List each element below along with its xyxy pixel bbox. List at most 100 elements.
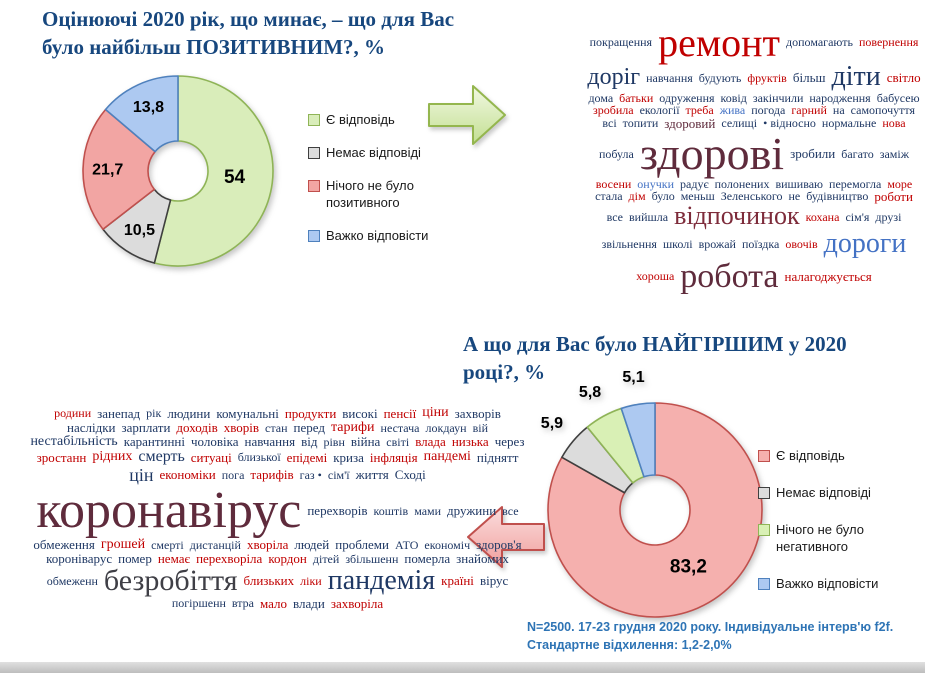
cloud-word: тарифів	[250, 467, 294, 483]
cloud-word: хворів	[223, 420, 260, 436]
cloud-word: життя	[355, 467, 389, 483]
cloud-word: меньш	[680, 189, 715, 204]
pie-value-label: 5,8	[579, 384, 601, 401]
cloud-word: пандемі	[423, 449, 471, 465]
cloud-word: овочів	[785, 237, 818, 252]
pie-slice	[153, 75, 274, 267]
cloud-word: мало	[260, 595, 288, 611]
legend-swatch-red	[308, 179, 320, 192]
negative-pie-chart: 83,2 5,9 5,8 5,1	[541, 369, 763, 618]
methodology-footnote: N=2500. 17-23 грудня 2020 року. Індивіду…	[527, 618, 925, 654]
pie-slice	[82, 108, 156, 231]
cloud-word: захворів	[454, 405, 501, 421]
legend-label: Нічого не було позитивного	[326, 177, 414, 210]
cloud-word: відпочинок	[674, 201, 800, 231]
legend-item: Є відповідь	[758, 448, 896, 465]
cloud-word: бабусею	[876, 91, 920, 106]
cloud-word: народження	[809, 91, 871, 106]
bottom-bar	[0, 662, 925, 673]
cloud-word: вийшла	[629, 209, 669, 224]
cloud-word: погода	[751, 103, 786, 118]
cloud-word: наслідки	[67, 420, 116, 436]
cloud-word: пандемія	[327, 564, 436, 596]
question-title-positive: Оцінюючі 2020 рік, що минає, – що для Ва…	[42, 7, 455, 59]
cloud-word: інфляція	[369, 449, 418, 465]
legend-label: Важко відповісти	[776, 575, 879, 591]
cloud-word: газ •	[299, 467, 322, 482]
cloud-word: смерті	[151, 537, 184, 552]
cloud-word: ліки	[300, 573, 322, 588]
cloud-word: Зеленського	[720, 189, 783, 204]
cloud-word: ремонт	[658, 20, 781, 66]
legend-label: Немає відповіді	[776, 484, 871, 500]
cloud-word: навчання	[244, 434, 296, 450]
cloud-word: самопочуття	[850, 103, 916, 118]
cloud-word: хороша	[636, 269, 675, 284]
cloud-word: допомагають	[786, 35, 853, 50]
cloud-word: вишиваю	[775, 176, 824, 191]
legend-item: Нічого не було позитивного	[308, 178, 446, 212]
pie-value-label: 83,2	[670, 556, 707, 577]
cloud-word: перемогла	[829, 176, 882, 191]
cloud-word: фруктів	[747, 70, 787, 85]
arrow-right-icon	[428, 85, 506, 145]
cloud-word: збільшенн	[345, 551, 399, 566]
cloud-word: Сході	[394, 467, 426, 483]
cloud-word: покращення	[589, 35, 653, 50]
cloud-word: економіч	[424, 537, 471, 552]
cloud-word: близьких	[243, 573, 295, 589]
cloud-word: повернення	[858, 35, 919, 50]
cloud-word: рівн	[323, 434, 345, 449]
cloud-word: АТО	[394, 537, 419, 552]
cloud-word: низька	[451, 434, 489, 450]
cloud-word: нормальне	[821, 116, 877, 131]
cloud-word: роботи	[874, 188, 913, 204]
cloud-word: екології	[639, 103, 680, 118]
legend-label: Є відповідь	[326, 112, 395, 127]
cloud-word: полонених	[714, 176, 770, 191]
cloud-word: коштів	[373, 503, 409, 518]
cloud-word: пога	[221, 467, 245, 482]
cloud-word: нестача	[380, 420, 420, 435]
cloud-word: помер	[118, 551, 152, 567]
cloud-word: обмеження	[33, 537, 95, 553]
legend-swatch-grey	[758, 486, 770, 499]
cloud-word: зарплати	[121, 420, 171, 436]
cloud-word: море	[887, 176, 913, 191]
cloud-word: карантинні	[123, 434, 185, 450]
legend-label: Нічого не було негативного	[776, 521, 864, 554]
legend-label: Немає відповіді	[326, 144, 421, 160]
cloud-word: дистанцій	[189, 537, 241, 552]
cloud-word: доходів	[176, 420, 218, 436]
positive-legend: Є відповідь Немає відповіді Нічого не бу…	[308, 112, 446, 260]
cloud-word: влада	[415, 434, 446, 450]
cloud-word: нестабільність	[30, 433, 118, 449]
cloud-word: чоловіка	[190, 434, 239, 450]
cloud-word: радує	[680, 176, 709, 191]
cloud-word: стала	[595, 189, 623, 204]
pie-value-label: 5,9	[541, 415, 563, 432]
cloud-word: стан	[265, 420, 288, 435]
cloud-word: закінчили	[752, 91, 804, 106]
cloud-word: померла	[404, 551, 451, 567]
cloud-word: піднятт	[476, 449, 519, 465]
cloud-word: було	[651, 189, 675, 204]
cloud-word: на	[832, 103, 845, 118]
cloud-word: налагоджується	[784, 268, 872, 284]
legend-swatch-blue	[308, 229, 320, 242]
cloud-word: кохана	[805, 209, 840, 224]
cloud-word: економіки	[159, 467, 216, 483]
arrow-left-icon	[467, 506, 545, 568]
cloud-word: зростанн	[36, 449, 87, 465]
cloud-word: дім	[628, 189, 646, 204]
cloud-word: через	[494, 434, 525, 450]
cloud-word: влади	[293, 595, 325, 611]
cloud-word: більш	[792, 69, 826, 85]
cloud-word: локдаун	[425, 420, 467, 435]
cloud-word: немає	[157, 551, 191, 567]
cloud-word: поїздка	[741, 237, 780, 252]
cloud-word: жива	[719, 103, 746, 118]
cloud-word: занепад	[97, 405, 141, 421]
cloud-word: сім'ї	[327, 467, 350, 482]
pie-slice	[620, 402, 656, 478]
